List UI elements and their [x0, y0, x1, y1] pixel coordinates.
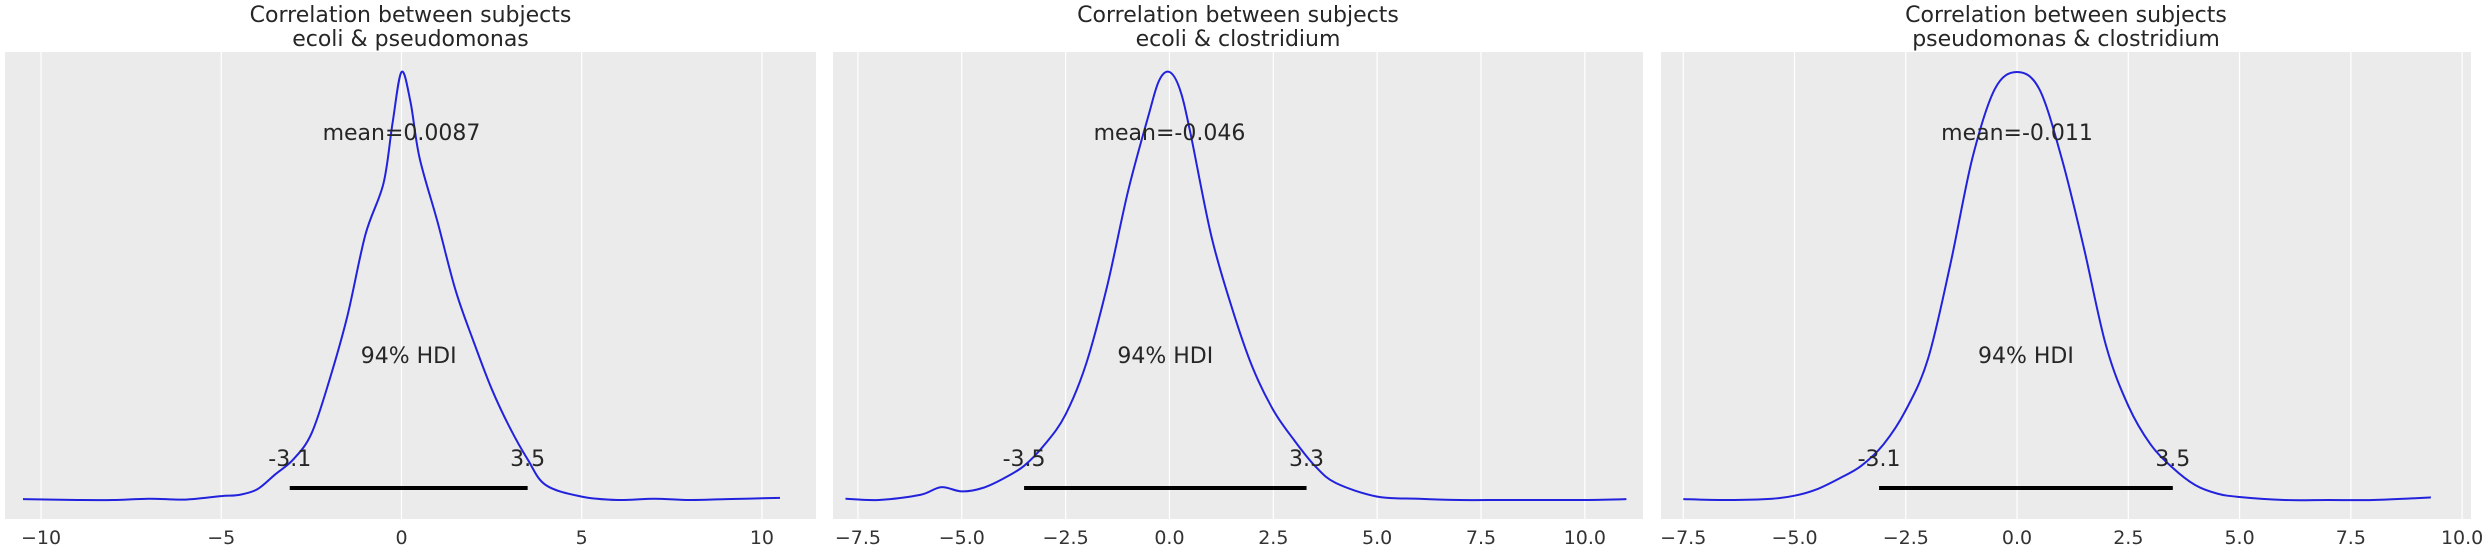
- hdi-label: 94% HDI: [361, 344, 457, 369]
- hdi-label: 94% HDI: [1978, 344, 2074, 369]
- x-tick-label: −7.5: [835, 527, 881, 549]
- x-tick-label: 7.5: [2336, 527, 2366, 549]
- x-tick-label: −5: [207, 527, 235, 549]
- x-tick-label: 0.0: [1154, 527, 1184, 549]
- chart-panel-2: −7.5 −5.0 −2.5 0.0 2.5 5.0 7.5 10.0 Correlation …: [828, 0, 1656, 552]
- x-tick-label: −5.0: [1771, 527, 1817, 549]
- hdi-high-label: 3.5: [510, 447, 545, 472]
- chart-title-line: pseudomonas & clostridium: [1912, 27, 2220, 52]
- x-tick-label: −2.5: [1883, 527, 1929, 549]
- hdi-low-label: -3.1: [1858, 447, 1901, 472]
- x-tick-label: 5: [576, 527, 588, 549]
- x-tick-label: 7.5: [1466, 527, 1496, 549]
- mean-label: mean=0.0087: [323, 121, 481, 146]
- plot-background: [1661, 52, 2471, 519]
- density-curve: [1683, 70, 2431, 502]
- x-tick-label: 0: [395, 527, 407, 549]
- chart-title-line: Correlation between subjects: [1077, 3, 1399, 28]
- chart-1: −10 −5 0 5 10 Correlation between subjectseco…: [5, 3, 816, 549]
- x-tick-label: 0.0: [2002, 527, 2032, 549]
- x-tick-label: −5.0: [939, 527, 985, 549]
- chart-3: −7.5 −5.0 −2.5 0.0 2.5 5.0 7.5 10.0 Correlation …: [1660, 3, 2483, 549]
- chart-2: −7.5 −5.0 −2.5 0.0 2.5 5.0 7.5 10.0 Correlation …: [833, 3, 1643, 549]
- x-tick-label: −2.5: [1043, 527, 1089, 549]
- density-curve: [22, 70, 781, 502]
- x-tick-label: 2.5: [2113, 527, 2143, 549]
- mean-label: mean=-0.046: [1094, 121, 1246, 146]
- chart-title-line: ecoli & clostridium: [1136, 27, 1341, 52]
- x-tick-label: 10.0: [1564, 527, 1606, 549]
- hdi-high-label: 3.3: [1289, 447, 1324, 472]
- x-tick-label: −7.5: [1660, 527, 1706, 549]
- mean-label: mean=-0.011: [1941, 121, 2093, 146]
- chart-title-line: Correlation between subjects: [250, 3, 572, 28]
- hdi-low-label: -3.5: [1003, 447, 1046, 472]
- x-tick-label: 10.0: [2441, 527, 2483, 549]
- plot-background: [833, 52, 1643, 519]
- chart-title-line: ecoli & pseudomonas: [292, 27, 529, 52]
- x-tick-label: 10: [750, 527, 774, 549]
- x-tick-label: −10: [21, 527, 61, 549]
- x-tick-label: 5.0: [2224, 527, 2254, 549]
- chart-title-line: Correlation between subjects: [1905, 3, 2227, 28]
- hdi-low-label: -3.1: [268, 447, 311, 472]
- hdi-label: 94% HDI: [1117, 344, 1213, 369]
- chart-panel-3: −7.5 −5.0 −2.5 0.0 2.5 5.0 7.5 10.0 Correlation …: [1656, 0, 2484, 552]
- plot-background: [5, 52, 816, 519]
- hdi-high-label: 3.5: [2155, 447, 2190, 472]
- chart-panel-1: −10 −5 0 5 10 Correlation between subjects eco…: [0, 0, 828, 552]
- x-tick-label: 5.0: [1362, 527, 1392, 549]
- x-tick-label: 2.5: [1258, 527, 1288, 549]
- density-curve: [845, 70, 1627, 502]
